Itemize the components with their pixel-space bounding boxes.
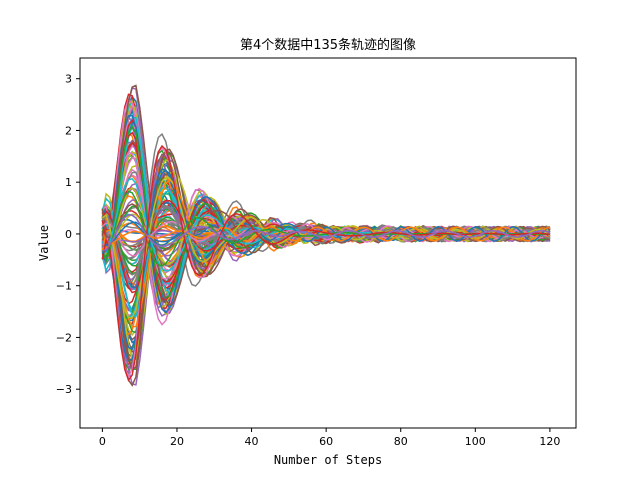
x-axis: 0 20 40 60 80 100 120: [99, 428, 560, 448]
x-tick-label: 20: [170, 435, 184, 448]
series-layer: [101, 84, 551, 387]
x-tick-label: 40: [245, 435, 259, 448]
y-tick-label: 0: [65, 228, 72, 241]
y-tick-label: 2: [65, 124, 72, 137]
trajectory-line: [101, 221, 551, 254]
x-tick-label: 60: [319, 435, 333, 448]
y-axis: −3 −2 −1 0 1 2 3: [56, 73, 80, 396]
y-tick-label: 3: [65, 73, 72, 86]
chart-title: 第4个数据中135条轨迹的图像: [240, 37, 416, 53]
x-tick-label: 120: [539, 435, 560, 448]
trajectory-line: [102, 214, 551, 252]
x-tick-label: 0: [99, 435, 106, 448]
x-axis-label: Number of Steps: [274, 453, 382, 467]
trajectory-line: [101, 226, 551, 251]
plot-frame: [79, 57, 577, 429]
y-tick-label: 1: [65, 176, 72, 189]
y-axis-label: Value: [37, 225, 51, 261]
x-tick-label: 100: [465, 435, 486, 448]
y-tick-label: −3: [56, 383, 72, 396]
y-tick-label: −1: [56, 280, 72, 293]
trajectory-line: [101, 144, 550, 382]
x-tick-label: 80: [394, 435, 408, 448]
y-tick-label: −2: [56, 331, 72, 344]
